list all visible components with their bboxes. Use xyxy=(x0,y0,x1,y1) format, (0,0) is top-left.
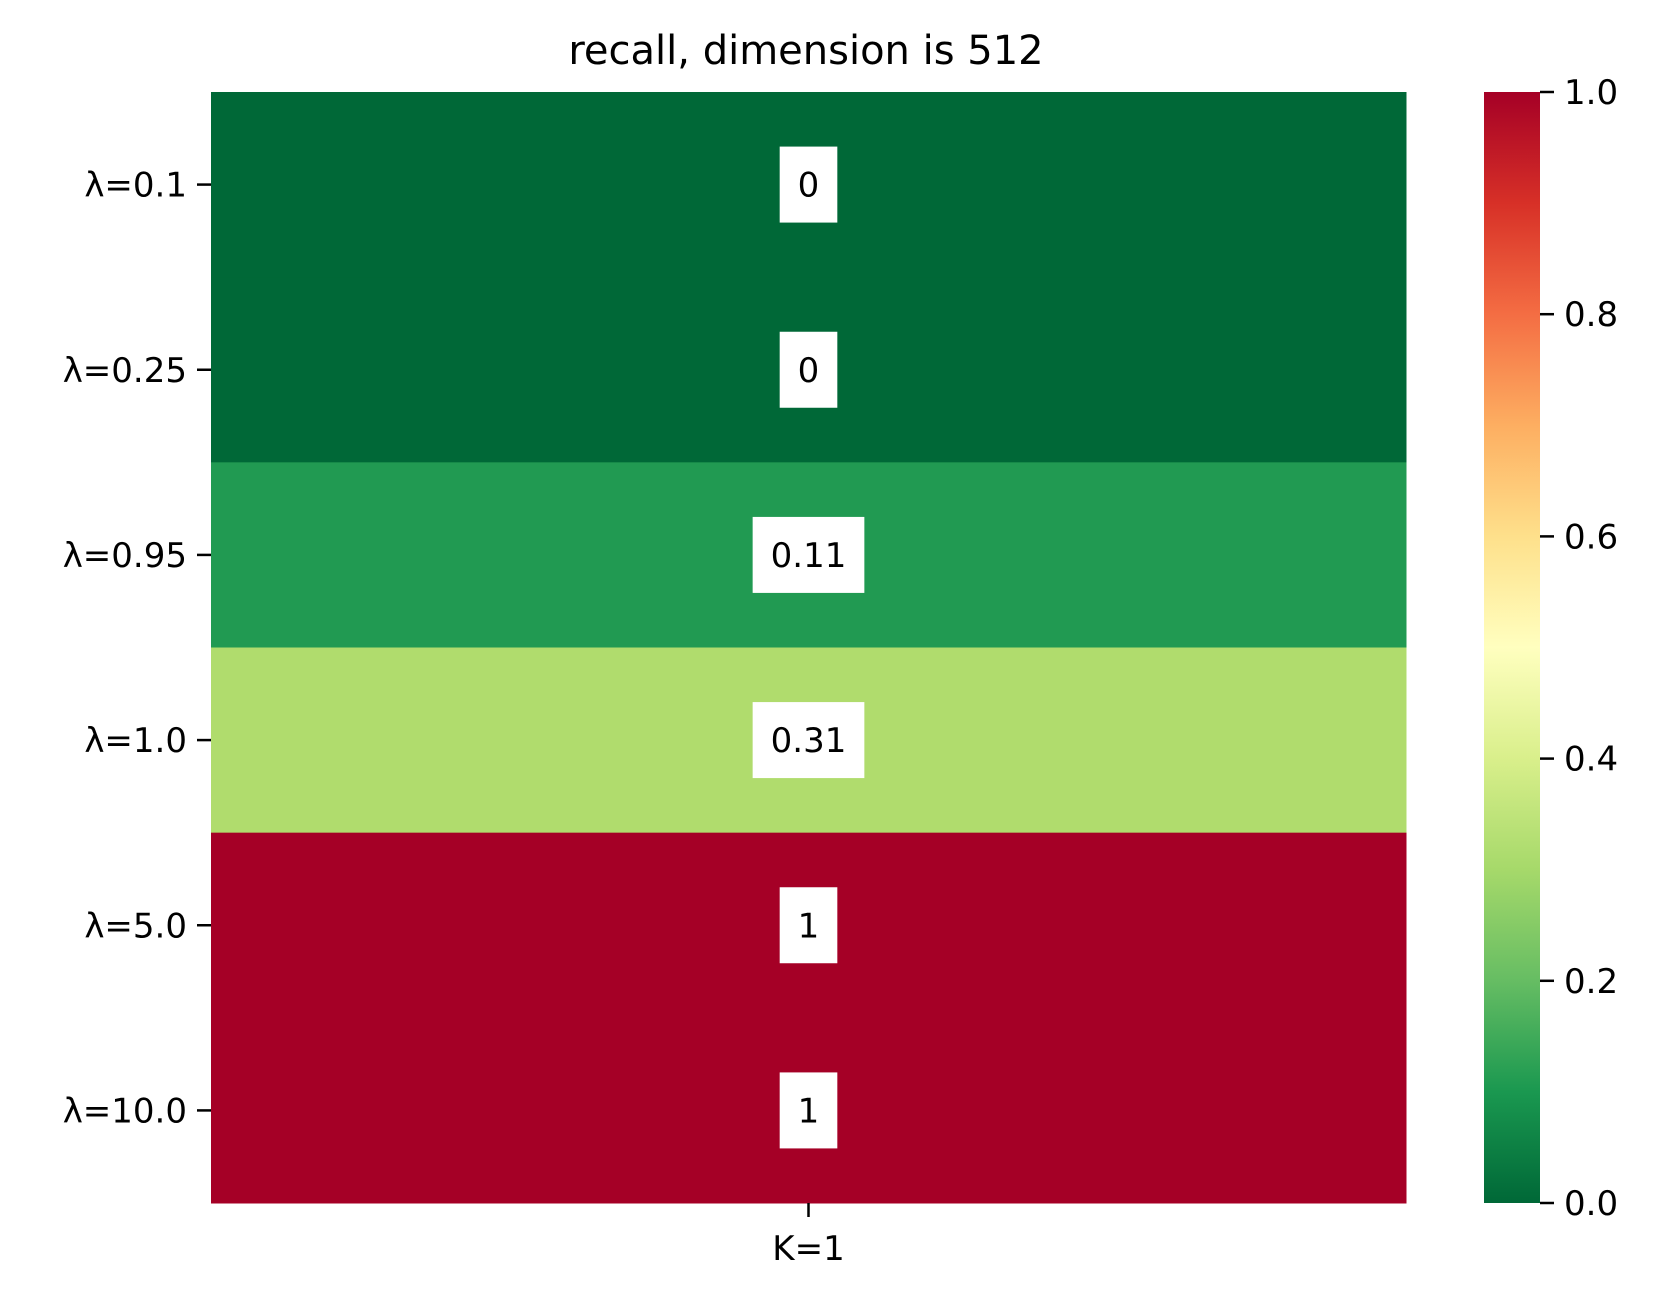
y-tick-label: λ=0.25 xyxy=(63,351,187,391)
y-tick-label: λ=5.0 xyxy=(84,906,187,946)
cell-value-box xyxy=(779,1072,838,1149)
cell-value-label: 1 xyxy=(798,1091,820,1131)
cell-value-label: 0.31 xyxy=(771,721,847,761)
cell-value-box xyxy=(779,146,838,223)
cell-value-label: 0 xyxy=(798,166,820,206)
chart-title: recall, dimension is 512 xyxy=(568,28,1043,74)
colorbar-tick-label: 0.4 xyxy=(1564,740,1618,780)
colorbar-tick-label: 0.8 xyxy=(1564,295,1618,335)
cell-value-box xyxy=(752,516,865,593)
colorbar-tick-label: 0.6 xyxy=(1564,517,1618,557)
y-tick-label: λ=0.1 xyxy=(84,166,187,206)
y-tick-label: λ=10.0 xyxy=(63,1091,187,1131)
cell-value-label: 0 xyxy=(798,351,820,391)
cell-value-label: 1 xyxy=(798,906,820,946)
cell-value-box xyxy=(752,702,865,779)
cell-value-box xyxy=(779,331,838,408)
colorbar-tick-label: 0.0 xyxy=(1564,1184,1618,1224)
cell-annotations: 0 0 0.11 0.31 1 1 xyxy=(752,146,865,1149)
y-tick-label: λ=1.0 xyxy=(84,721,187,761)
colorbar-tick-label: 0.2 xyxy=(1564,962,1618,1002)
colorbar-tick-label: 1.0 xyxy=(1564,73,1618,113)
cell-value-box xyxy=(779,887,838,964)
colorbar: 0.0 0.2 0.4 0.6 0.8 1.0 xyxy=(1484,73,1618,1224)
colorbar-gradient xyxy=(1484,92,1540,1203)
y-tick-label: λ=0.95 xyxy=(63,536,187,576)
y-axis: λ=0.1 λ=0.25 λ=0.95 λ=1.0 λ=5.0 λ=10.0 xyxy=(63,166,211,1131)
cell-value-label: 0.11 xyxy=(771,536,847,576)
x-axis: K=1 xyxy=(772,1203,845,1269)
x-tick-label: K=1 xyxy=(772,1229,844,1269)
heatmap-cells xyxy=(211,92,1407,1204)
